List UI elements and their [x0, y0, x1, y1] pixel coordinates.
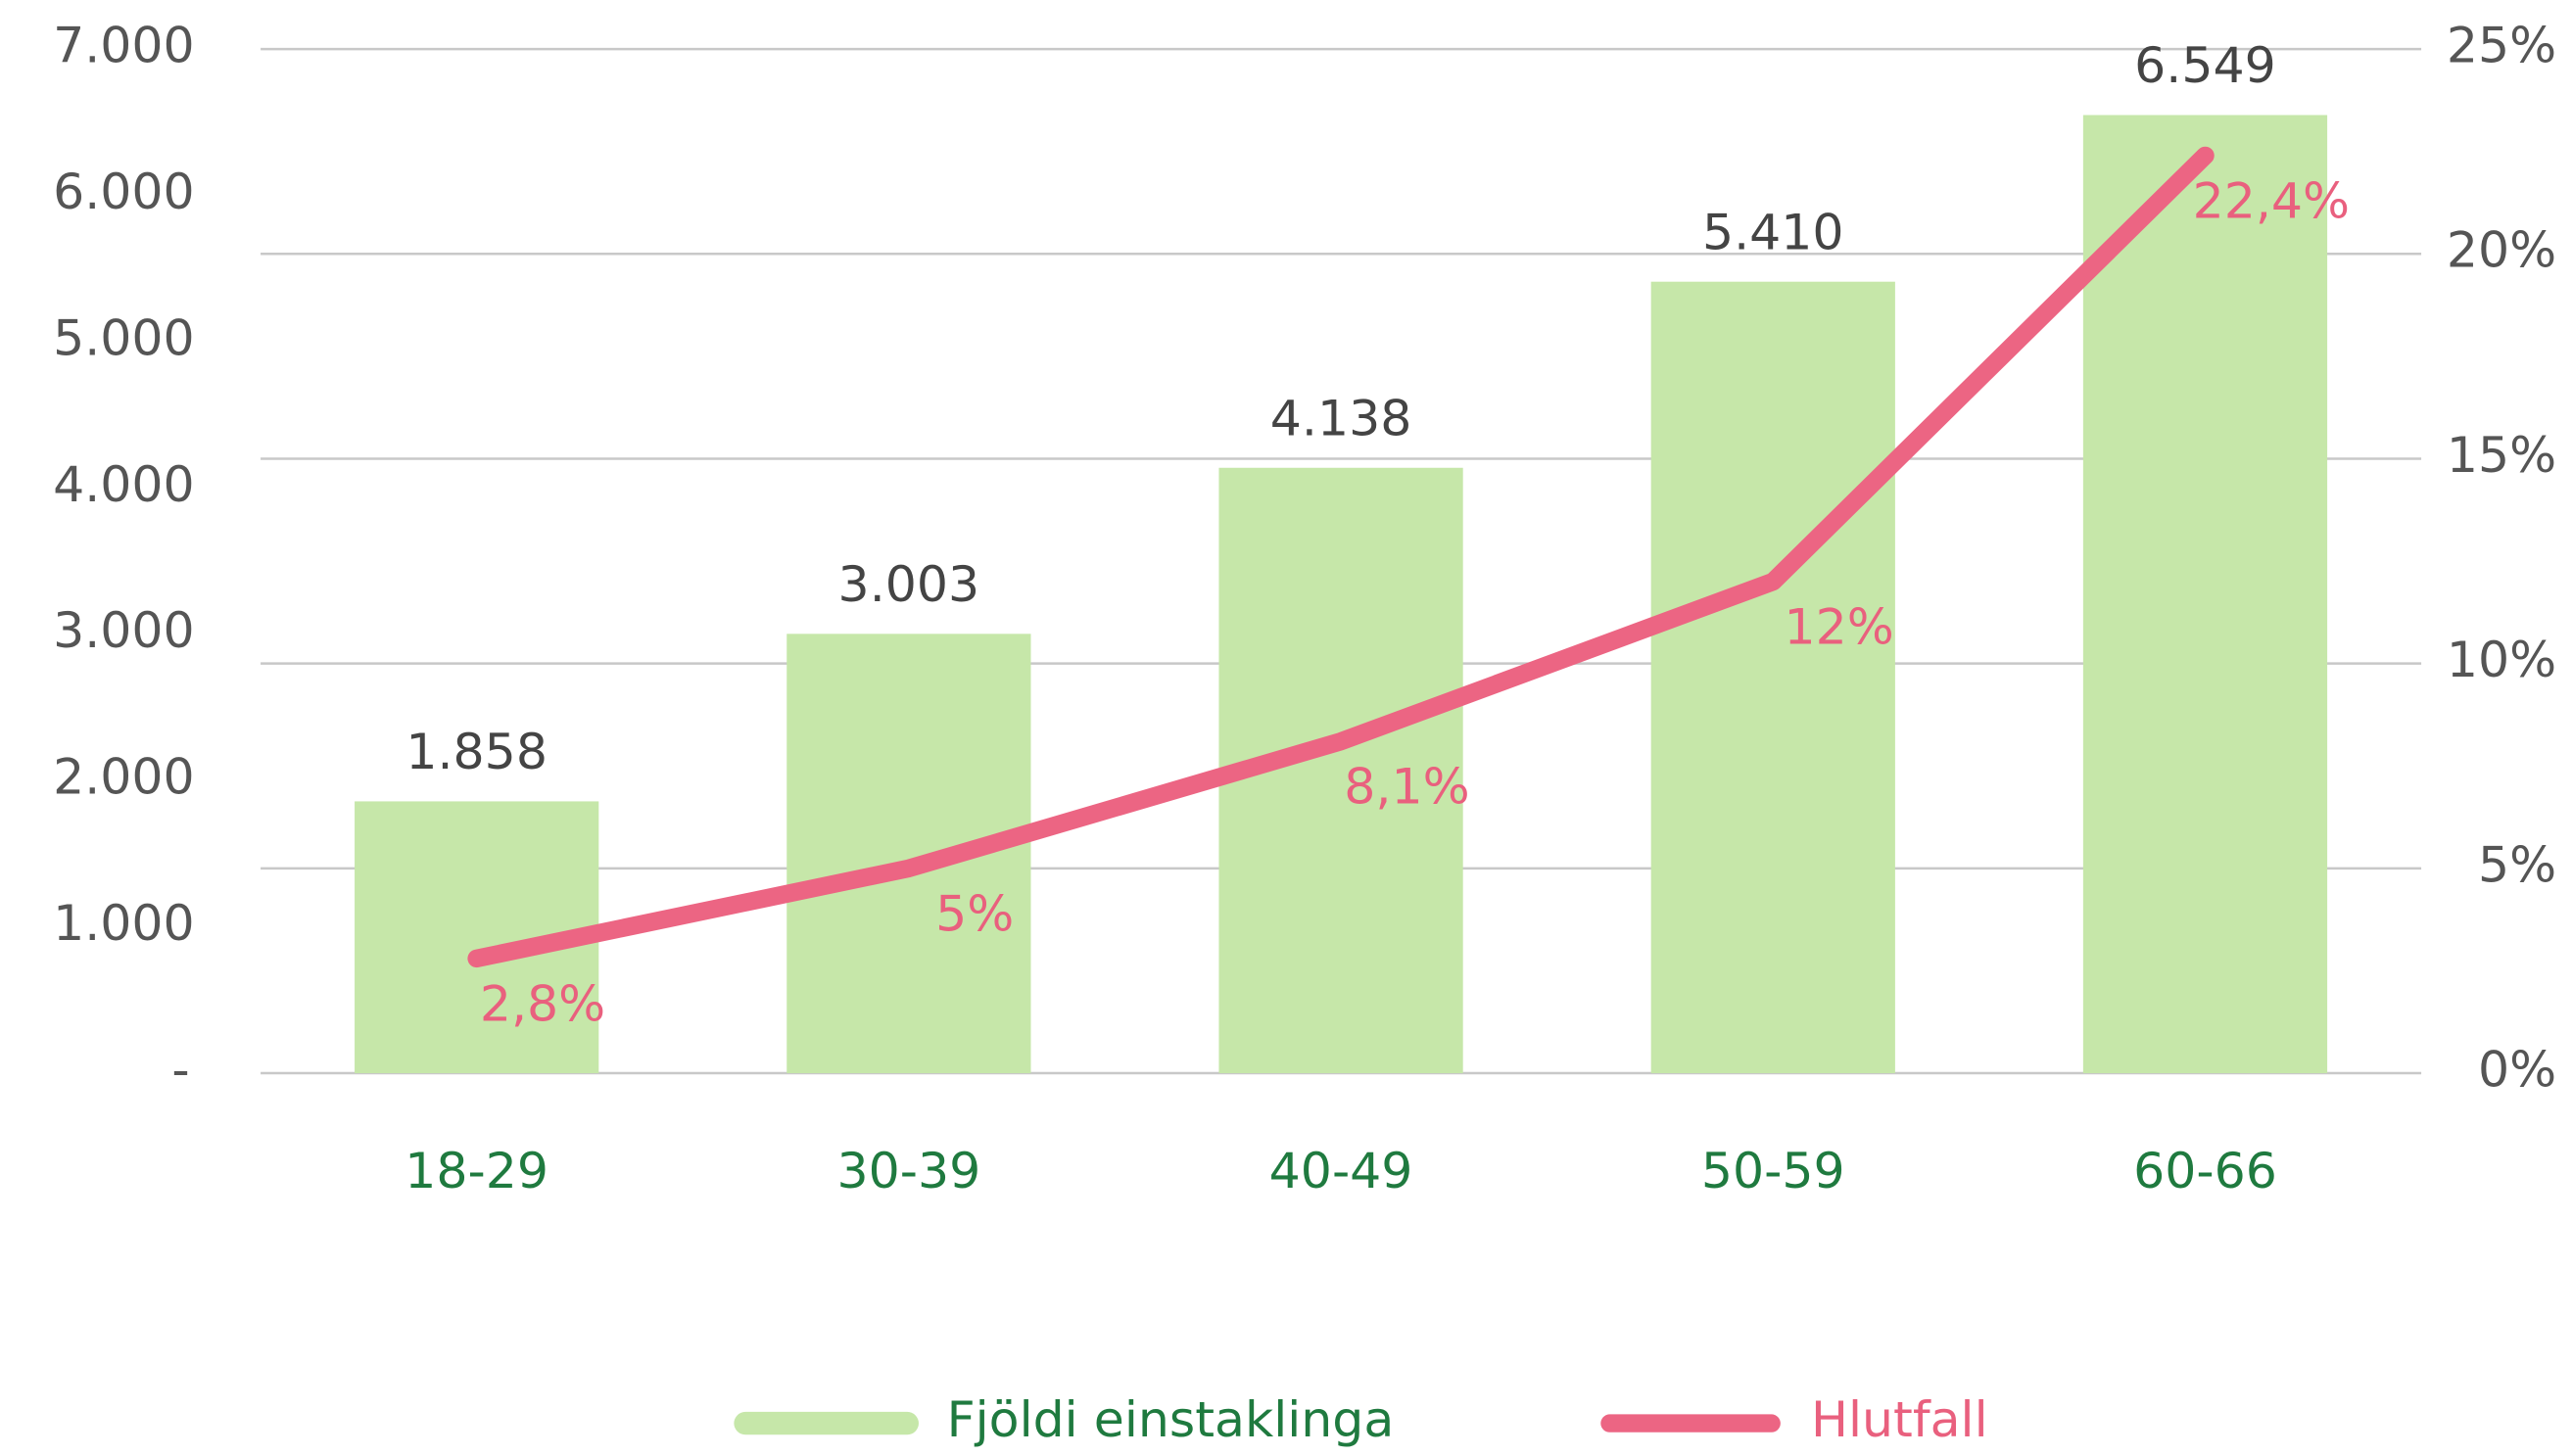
y2-tick-label: 25% — [2447, 17, 2556, 74]
bar — [1650, 281, 1895, 1074]
line-value-label: 2,8% — [480, 975, 605, 1033]
bar-value-label: 6.549 — [2134, 36, 2276, 94]
y2-tick-label: 0% — [2478, 1041, 2556, 1099]
y-tick-label: - — [171, 1041, 189, 1099]
y-tick-label: 4.000 — [53, 455, 195, 513]
y-tick-label: 6.000 — [53, 163, 195, 220]
y-tick-label: 3.000 — [53, 601, 195, 659]
line — [467, 146, 2215, 968]
x-tick-label: 50-59 — [1701, 1142, 1845, 1199]
legend-label: Hlutfall — [1811, 1390, 1988, 1448]
y2-tick-label: 15% — [2447, 426, 2556, 484]
x-tick-label: 18-29 — [405, 1142, 548, 1199]
bar-value-label: 5.410 — [1702, 204, 1844, 261]
bar-value-label: 1.858 — [405, 723, 548, 780]
line-value-label: 12% — [1784, 598, 1893, 656]
legend-label: Fjöldi einstaklinga — [947, 1390, 1395, 1448]
bar-value-label: 3.003 — [838, 555, 980, 613]
line-value-label: 8,1% — [1344, 758, 1469, 816]
y2-tick-label: 5% — [2478, 835, 2556, 893]
x-tick-label: 30-39 — [836, 1142, 980, 1199]
bar — [2082, 115, 2328, 1074]
x-tick-label: 40-49 — [1269, 1142, 1413, 1199]
line-value-label: 22,4% — [2193, 172, 2350, 230]
y-tick-label: 5.000 — [53, 309, 195, 367]
y-tick-label: 2.000 — [53, 748, 195, 806]
y-tick-label: 7.000 — [53, 17, 195, 74]
x-tick-label: 60-66 — [2133, 1142, 2277, 1199]
line-value-label: 5% — [935, 885, 1014, 943]
bar — [786, 634, 1031, 1074]
y2-tick-label: 10% — [2447, 631, 2556, 688]
y-tick-label: 1.000 — [53, 894, 195, 952]
bar-value-label: 4.138 — [1270, 390, 1412, 447]
y2-tick-label: 20% — [2447, 221, 2556, 279]
